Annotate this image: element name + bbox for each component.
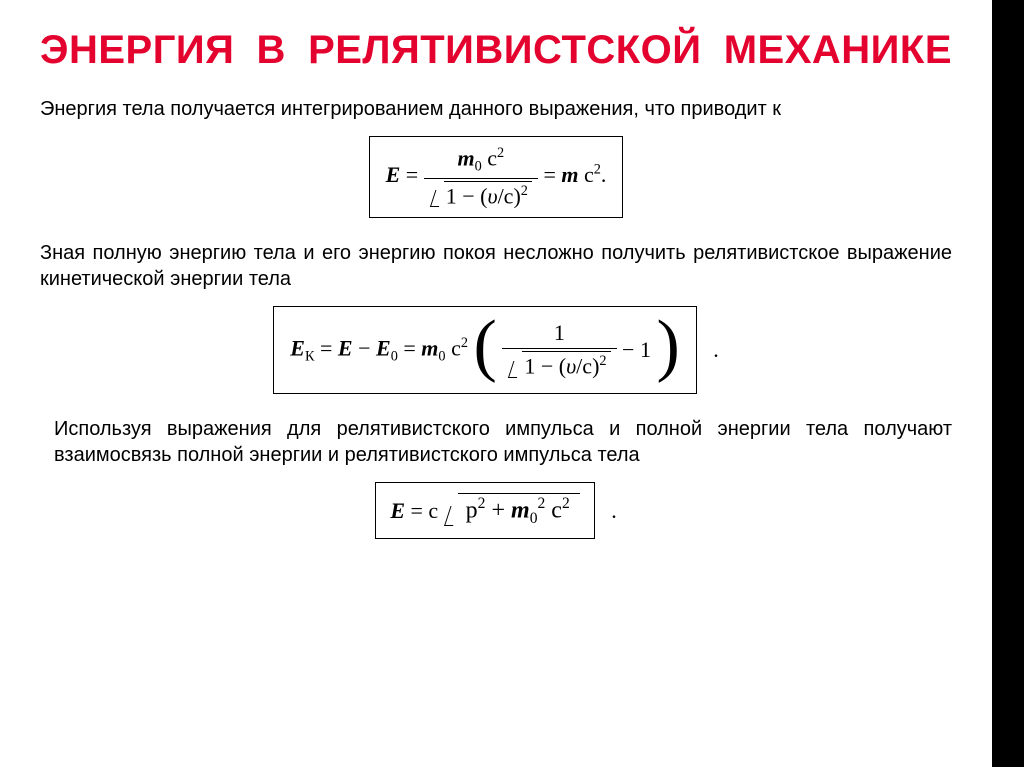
slide-title: ЭНЕРГИЯ В РЕЛЯТИВИСТСКОЙ МЕХАНИКЕ	[40, 28, 952, 72]
right-sidebar	[992, 0, 1024, 767]
formula-1: E = m0 c2 1 − (υ/c)2 = m c2.	[386, 162, 607, 187]
paragraph-3: Используя выражения для релятивистского …	[40, 416, 952, 468]
formula-2-trailing: .	[713, 337, 719, 363]
slide-content: ЭНЕРГИЯ В РЕЛЯТИВИСТСКОЙ МЕХАНИКЕ Энерги…	[0, 0, 992, 767]
formula-1-wrap: E = m0 c2 1 − (υ/c)2 = m c2.	[40, 136, 952, 218]
formula-3-box: E = c p2 + m02 c2	[375, 482, 594, 539]
paragraph-1: Энергия тела получается интегрированием …	[40, 96, 952, 122]
formula-1-box: E = m0 c2 1 − (υ/c)2 = m c2.	[369, 136, 624, 218]
formula-2: EК = E − E0 = m0 c2 ( 1 1 − (υ/c)2 − 1 )	[290, 335, 680, 360]
formula-3-trailing: .	[611, 498, 617, 524]
formula-3-wrap: E = c p2 + m02 c2 .	[40, 482, 952, 539]
formula-2-wrap: EК = E − E0 = m0 c2 ( 1 1 − (υ/c)2 − 1 )…	[40, 306, 952, 394]
paragraph-2: Зная полную энергию тела и его энергию п…	[40, 240, 952, 292]
formula-3: E = c p2 + m02 c2	[390, 498, 579, 523]
formula-2-box: EК = E − E0 = m0 c2 ( 1 1 − (υ/c)2 − 1 )	[273, 306, 697, 394]
